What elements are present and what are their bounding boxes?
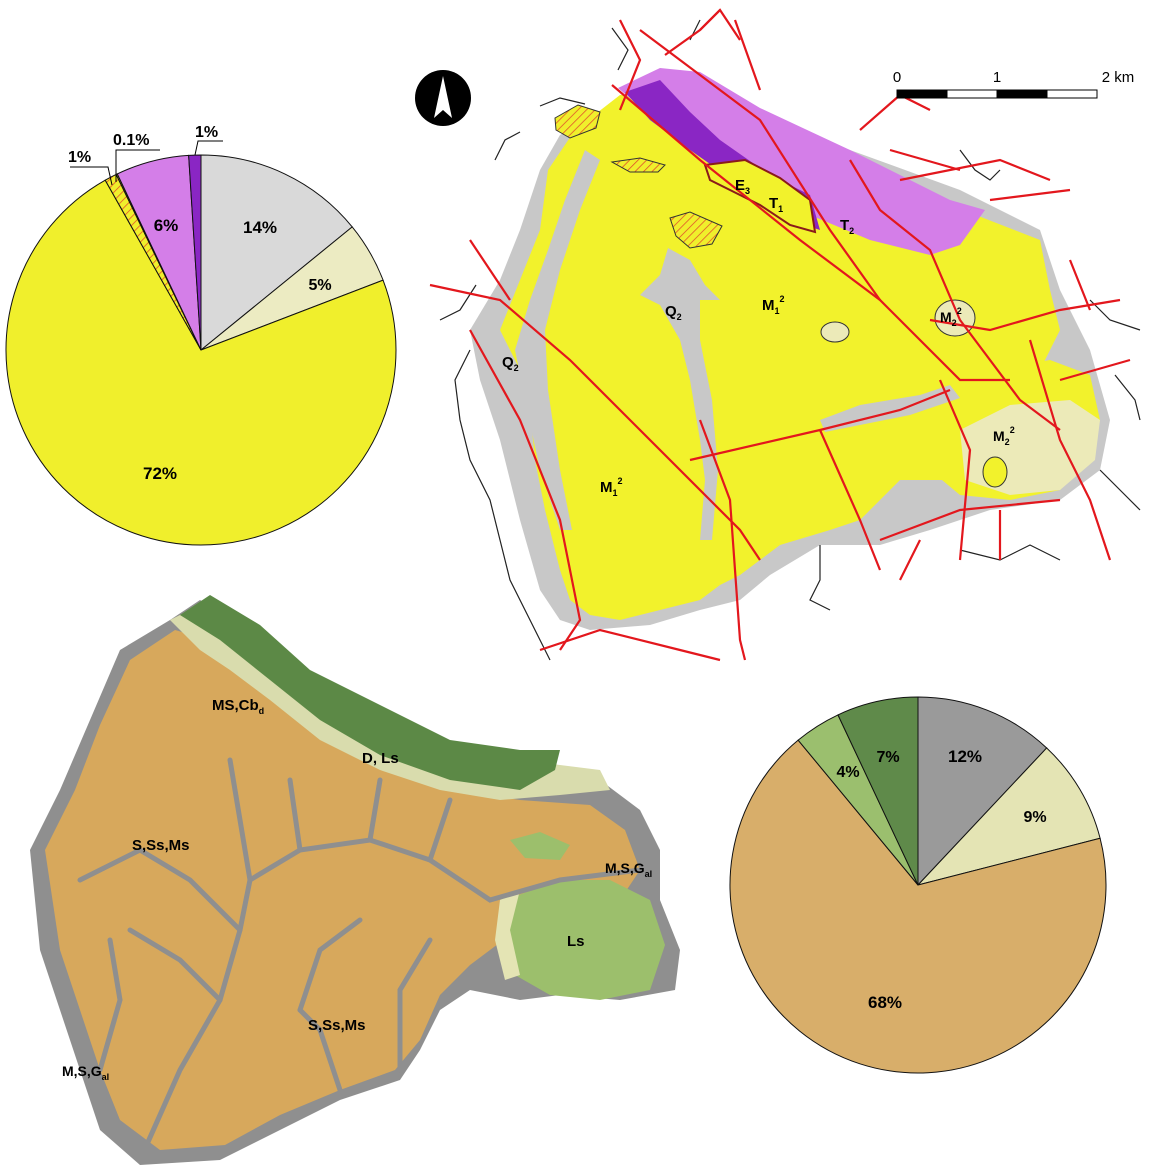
label-ms-cb: MS,Cbd [212,697,264,716]
scale-tick-1: 1 [993,69,1001,86]
scale-tick-2km: 2 km [1102,69,1135,86]
pie-chart-lithology [729,696,1107,1074]
label-m1-2-north: M12 [762,294,785,316]
pie1-slice-0 [200,154,353,352]
pie2-label-7pct: 7% [876,749,899,766]
pie-chart-geology-inside-labels: 14% 5% 72% 6% [143,216,332,483]
label-ls: Ls [567,933,585,950]
pie-chart-geology-outside-labels: 1% 0.1% 1% [68,124,218,166]
pie1-slice-6 [188,154,202,351]
label-m1-2-south: M12 [600,476,623,498]
pie2-label-9pct: 9% [1023,809,1046,826]
q2-valley-west [515,150,600,530]
pie1-label-14pct: 14% [243,218,277,237]
q2-valley-center [640,248,720,540]
m2-2-patch-2 [982,456,1008,488]
north-arrow-icon [415,70,471,126]
label-e3: E3 [735,177,750,196]
label-s-ss-ms-south: S,Ss,Ms [308,1017,366,1034]
scale-tick-0: 0 [893,69,901,86]
pie1-label-purple-1pct: 1% [195,124,218,141]
hatched-patch-3 [669,211,723,249]
lithology-labels: MS,Cbd D, Ls S,Ss,Ms S,Ss,Ms M,S,Gal M,S… [62,697,652,1082]
label-t1: T1 [769,195,783,214]
geology-map: E3 T1 T2 Q2 Q2 M12 M12 M22 M22 0 1 2 km [415,8,1141,662]
pie-chart-geology [5,154,397,546]
pie1-label-6pct: 6% [154,216,179,235]
pie-chart-geology-leaders [70,140,223,186]
label-s-ss-ms-north: S,Ss,Ms [132,837,190,854]
lithology-map: MS,Cbd D, Ls S,Ss,Ms S,Ss,Ms M,S,Gal M,S… [30,595,680,1165]
lithology-ls-rim [495,890,520,980]
pie1-label-hatched-1pct: 1% [68,149,91,166]
label-m-s-g-east: M,S,Gal [605,860,652,879]
pie1-label-0-1pct: 0.1% [113,132,149,149]
pie2-slice-4 [837,696,919,886]
pie2-label-12pct: 12% [948,747,982,766]
pie2-slice-0 [917,696,1048,887]
label-m-s-g-west: M,S,Gal [62,1063,109,1082]
lithology-ls-patch [510,832,570,860]
t2-unit [618,68,985,255]
pie2-slice-1 [916,747,1101,886]
pie-chart-lithology-labels: 12% 9% 68% 4% 7% [836,747,1046,1012]
scale-bar: 0 1 2 km [893,69,1135,99]
hatched-patch-1 [554,104,601,139]
label-t2: T2 [840,217,854,236]
pie2-label-4pct: 4% [836,764,859,781]
label-m2-2-east: M22 [993,425,1015,447]
m2-2-patch-1 [820,321,850,343]
label-d-ls: D, Ls [362,750,399,767]
label-q2-west: Q2 [502,354,519,373]
contour-lines [439,19,1141,661]
lithology-sandstone-unit [45,630,640,1150]
lithology-ls-unit [500,880,665,1000]
hatched-patch-2 [610,157,666,173]
lithology-drainage [77,757,643,1163]
pie2-label-68pct: 68% [868,993,902,1012]
label-q2-center: Q2 [665,303,682,322]
pie2-slice-2 [729,739,1107,1074]
geology-map-labels: E3 T1 T2 Q2 Q2 M12 M12 M22 M22 [502,177,1015,498]
pie1-label-72pct: 72% [143,464,177,483]
pie1-slice-2 [5,179,397,546]
e3-unit [703,158,817,234]
label-m2-2-small: M22 [940,306,962,328]
lithology-d-ls-unit [180,595,560,790]
pie1-label-5pct: 5% [308,277,331,294]
